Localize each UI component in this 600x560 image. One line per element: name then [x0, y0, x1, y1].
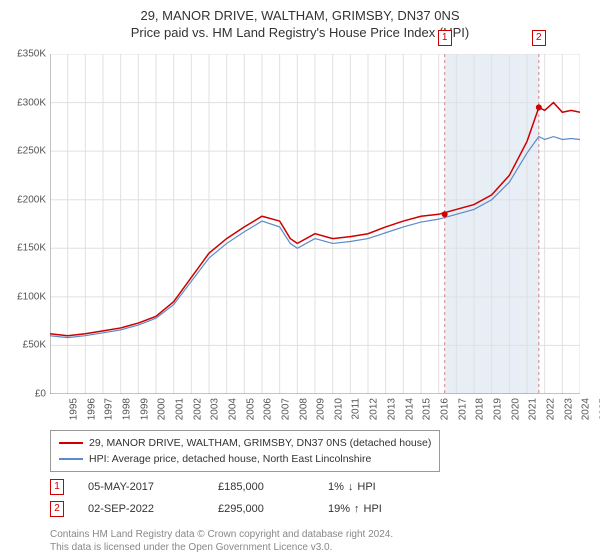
x-tick-label: 2024 [581, 398, 592, 420]
x-tick-label: 2015 [422, 398, 433, 420]
y-tick-label: £350K [6, 49, 46, 60]
x-tick-label: 2001 [174, 398, 185, 420]
x-tick-label: 2002 [192, 398, 203, 420]
y-tick-label: £0 [6, 389, 46, 400]
legend-item: 29, MANOR DRIVE, WALTHAM, GRIMSBY, DN37 … [59, 435, 431, 451]
chart-svg [50, 54, 580, 394]
x-tick-label: 2018 [475, 398, 486, 420]
y-tick-label: £50K [6, 340, 46, 351]
y-tick-label: £200K [6, 194, 46, 205]
sale-delta-suffix: HPI [357, 481, 375, 493]
chart-marker-label: 2 [532, 30, 546, 46]
legend-swatch [59, 458, 83, 460]
y-tick-label: £100K [6, 291, 46, 302]
sale-row: 1 05-MAY-2017£185,0001% ↓HPI [50, 476, 438, 498]
arrow-down-icon: ↓ [348, 481, 354, 493]
x-tick-label: 2021 [528, 398, 539, 420]
sale-delta-suffix: HPI [364, 503, 382, 515]
y-tick-label: £150K [6, 243, 46, 254]
sale-delta: 1% ↓HPI [328, 481, 438, 493]
footer: Contains HM Land Registry data © Crown c… [50, 528, 393, 554]
x-tick-label: 2017 [457, 398, 468, 420]
footer-line1: Contains HM Land Registry data © Crown c… [50, 528, 393, 541]
x-tick-label: 2009 [316, 398, 327, 420]
sale-row: 2 02-SEP-2022£295,00019% ↑ HPI [50, 498, 438, 520]
x-tick-label: 2012 [369, 398, 380, 420]
x-tick-label: 2003 [210, 398, 221, 420]
legend-label: 29, MANOR DRIVE, WALTHAM, GRIMSBY, DN37 … [89, 437, 431, 449]
legend-label: HPI: Average price, detached house, Nort… [89, 453, 371, 465]
sale-date: 02-SEP-2022 [88, 503, 218, 515]
y-tick-label: £300K [6, 97, 46, 108]
sale-price: £295,000 [218, 503, 328, 515]
x-tick-label: 2022 [545, 398, 556, 420]
x-tick-label: 2014 [404, 398, 415, 420]
x-tick-label: 2020 [510, 398, 521, 420]
x-tick-label: 2004 [227, 398, 238, 420]
x-tick-label: 2010 [333, 398, 344, 420]
x-tick-label: 1998 [121, 398, 132, 420]
sale-delta: 19% ↑ HPI [328, 503, 438, 515]
sale-delta-pct: 19% [328, 503, 350, 515]
sale-index-badge: 1 [50, 479, 64, 495]
chart-marker-label: 1 [438, 30, 452, 46]
x-tick-label: 2016 [439, 398, 450, 420]
x-tick-label: 2013 [386, 398, 397, 420]
legend-swatch [59, 442, 83, 444]
x-tick-label: 2011 [350, 398, 361, 420]
x-tick-label: 1997 [104, 398, 115, 420]
sale-date: 05-MAY-2017 [88, 481, 218, 493]
y-tick-label: £250K [6, 146, 46, 157]
title-line2: Price paid vs. HM Land Registry's House … [0, 25, 600, 40]
chart-area: £0£50K£100K£150K£200K£250K£300K£350K 199… [50, 54, 580, 394]
title-line1: 29, MANOR DRIVE, WALTHAM, GRIMSBY, DN37 … [0, 8, 600, 23]
x-tick-label: 1996 [86, 398, 97, 420]
legend-item: HPI: Average price, detached house, Nort… [59, 451, 431, 467]
x-tick-label: 1999 [139, 398, 150, 420]
x-tick-label: 1995 [68, 398, 79, 420]
sale-price: £185,000 [218, 481, 328, 493]
footer-line2: This data is licensed under the Open Gov… [50, 541, 393, 554]
sale-index-badge: 2 [50, 501, 64, 517]
x-tick-label: 2005 [245, 398, 256, 420]
x-tick-label: 2007 [280, 398, 291, 420]
x-tick-label: 2006 [263, 398, 274, 420]
x-tick-label: 2023 [563, 398, 574, 420]
x-tick-label: 2019 [492, 398, 503, 420]
legend: 29, MANOR DRIVE, WALTHAM, GRIMSBY, DN37 … [50, 430, 440, 472]
arrow-up-icon: ↑ [354, 503, 360, 515]
x-tick-label: 2008 [298, 398, 309, 420]
x-tick-label: 2000 [157, 398, 168, 420]
sale-delta-pct: 1% [328, 481, 344, 493]
chart-title: 29, MANOR DRIVE, WALTHAM, GRIMSBY, DN37 … [0, 0, 600, 40]
sales-table: 105-MAY-2017£185,0001%↓HPI202-SEP-2022£2… [50, 476, 438, 520]
